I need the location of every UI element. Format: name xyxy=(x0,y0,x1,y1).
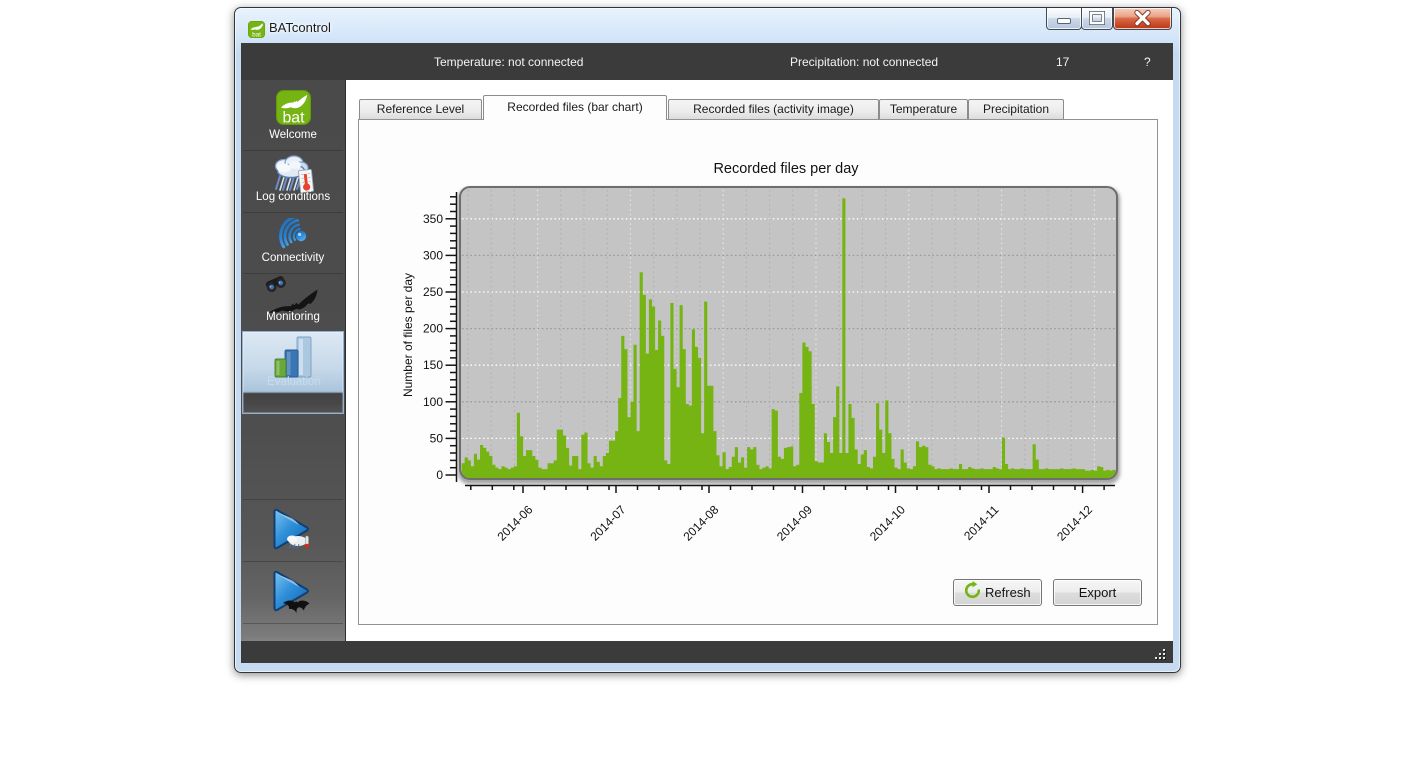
svg-text:300: 300 xyxy=(423,248,443,262)
svg-text:350: 350 xyxy=(423,212,443,226)
svg-text:200: 200 xyxy=(423,322,443,336)
svg-text:Recorded files per day: Recorded files per day xyxy=(713,161,859,177)
svg-text:Number of files per day: Number of files per day xyxy=(401,273,415,397)
svg-text:2014-06: 2014-06 xyxy=(494,502,535,543)
svg-text:150: 150 xyxy=(423,358,443,372)
svg-text:2014-10: 2014-10 xyxy=(867,502,908,543)
svg-text:0: 0 xyxy=(436,468,443,482)
svg-text:2014-11: 2014-11 xyxy=(961,502,1002,543)
svg-text:bat: bat xyxy=(282,109,305,125)
svg-text:250: 250 xyxy=(423,285,443,299)
svg-text:bat: bat xyxy=(252,32,261,38)
svg-text:2014-08: 2014-08 xyxy=(680,502,721,543)
svg-text:2014-09: 2014-09 xyxy=(774,502,815,543)
svg-text:100: 100 xyxy=(423,395,443,409)
svg-text:50: 50 xyxy=(430,431,444,445)
svg-text:2014-12: 2014-12 xyxy=(1054,502,1095,543)
svg-text:2014-07: 2014-07 xyxy=(587,502,628,543)
